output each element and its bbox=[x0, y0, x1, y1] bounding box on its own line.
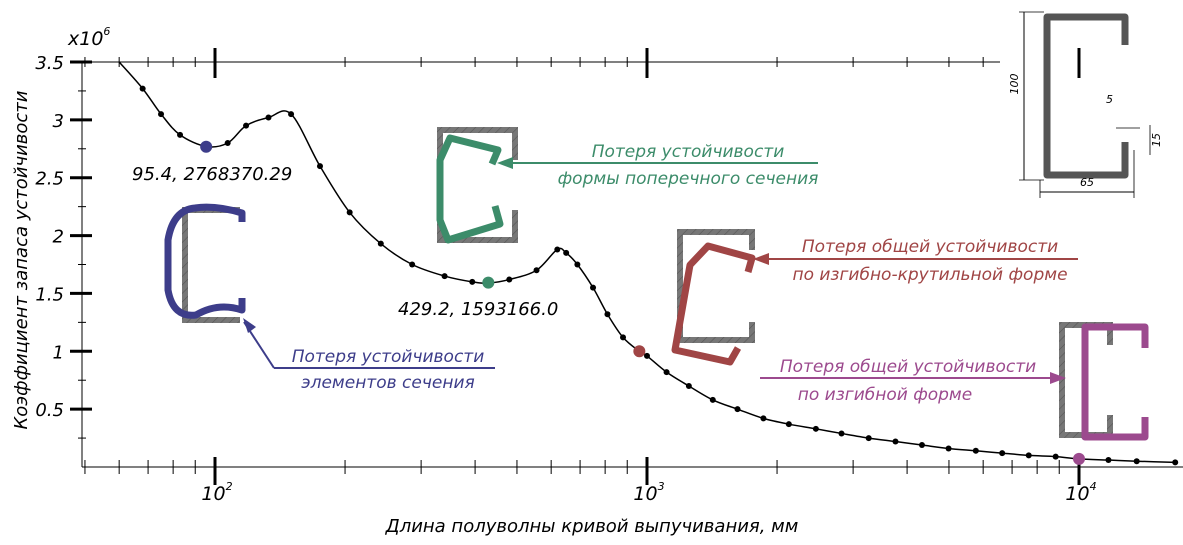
x-tick-label-base: 10 bbox=[1065, 483, 1089, 505]
data-point bbox=[346, 209, 353, 216]
x-tick-label-base: 10 bbox=[201, 483, 225, 505]
local-buckling-section-icon bbox=[164, 203, 246, 323]
annotation-distortional: Потеря устойчивости формы поперечного се… bbox=[497, 142, 818, 189]
y-multiplier-base: x10 bbox=[67, 28, 103, 50]
annotation-distortional-line2: формы поперечного сечения bbox=[558, 169, 819, 189]
data-point bbox=[265, 114, 272, 121]
y-tick-label: 2 bbox=[53, 227, 64, 248]
annotation-distortional-line1: Потеря устойчивости bbox=[592, 142, 785, 162]
annotation-flexural-line1: Потеря общей устойчивости bbox=[780, 357, 1036, 377]
annotation-flexural-line2: по изгибной форме bbox=[798, 385, 972, 405]
data-point bbox=[709, 396, 716, 403]
data-point bbox=[409, 261, 416, 268]
data-point bbox=[177, 131, 184, 138]
data-point bbox=[663, 369, 670, 376]
x-tick-label-base: 10 bbox=[633, 483, 657, 505]
annotation-local-line2: элементов сечения bbox=[301, 373, 474, 393]
data-point bbox=[441, 273, 448, 280]
data-point bbox=[533, 267, 540, 274]
data-point bbox=[224, 140, 231, 146]
y-tick-label: 3.5 bbox=[35, 53, 64, 74]
data-point bbox=[604, 311, 611, 318]
highlight-points bbox=[200, 140, 1085, 465]
y-multiplier-exp: 6 bbox=[103, 25, 110, 38]
highlight-point bbox=[200, 140, 213, 153]
data-point bbox=[865, 435, 872, 442]
data-point bbox=[554, 246, 561, 253]
annotation-ft-line1: Потеря общей устойчивости bbox=[802, 237, 1058, 257]
data-point bbox=[377, 240, 384, 247]
dim-lip: 5 bbox=[1106, 93, 1113, 106]
x-tick-group: 102 103 104 bbox=[84, 48, 1097, 505]
data-point bbox=[892, 438, 899, 445]
data-point bbox=[563, 249, 570, 256]
data-point bbox=[590, 284, 597, 291]
data-point bbox=[1052, 453, 1059, 460]
data-point bbox=[785, 421, 792, 428]
highlight-point bbox=[482, 276, 495, 289]
point-label-2: 429.2, 1593166.0 bbox=[398, 299, 558, 320]
data-point bbox=[812, 425, 819, 432]
flexural-torsional-section-icon bbox=[671, 229, 756, 366]
data-point bbox=[760, 415, 767, 422]
annotation-flexural-torsional: Потеря общей устойчивости по изгибно-кру… bbox=[753, 237, 1078, 285]
data-point bbox=[1025, 452, 1032, 459]
annotation-local-line1: Потеря устойчивости bbox=[292, 347, 485, 367]
annotation-flexural: Потеря общей устойчивости по изгибной фо… bbox=[760, 357, 1066, 405]
data-point bbox=[1105, 457, 1112, 464]
data-point bbox=[999, 450, 1006, 457]
data-point bbox=[1172, 459, 1179, 466]
data-point bbox=[243, 122, 250, 129]
x-tick-label: 103 bbox=[633, 480, 664, 505]
annotation-local: Потеря устойчивости элементов сечения bbox=[243, 318, 495, 393]
x-tick-label: 104 bbox=[1065, 480, 1096, 505]
flexural-section-icon bbox=[1059, 322, 1149, 441]
section-dimension-drawing: 100 5 15 65 bbox=[1008, 11, 1163, 198]
data-point bbox=[644, 352, 650, 359]
y-multiplier-label: x106 bbox=[67, 25, 110, 50]
x-tick-label-exp: 4 bbox=[1090, 480, 1097, 493]
y-tick-label: 1.5 bbox=[35, 284, 64, 305]
data-point bbox=[945, 445, 952, 452]
y-tick-group: 0.5 1 1.5 2 2.5 3 3.5 bbox=[35, 53, 92, 439]
dim-lip-height: 15 bbox=[1150, 133, 1163, 147]
x-tick-label-exp: 3 bbox=[658, 480, 665, 493]
data-point bbox=[506, 276, 513, 283]
data-point bbox=[288, 111, 295, 118]
x-tick-label: 102 bbox=[201, 480, 232, 505]
distortional-section-icon bbox=[436, 127, 518, 244]
data-point bbox=[972, 447, 979, 454]
data-point bbox=[158, 111, 165, 118]
data-point bbox=[139, 85, 146, 92]
dim-height: 100 bbox=[1008, 74, 1021, 95]
point-label-1: 95.4, 2768370.29 bbox=[132, 164, 292, 185]
y-tick-label: 1 bbox=[53, 342, 64, 363]
data-point bbox=[685, 383, 692, 389]
y-tick-label: 2.5 bbox=[35, 169, 64, 190]
x-axis-label: Длина полуволны кривой выпучивания, мм bbox=[385, 516, 799, 537]
y-axis-label: Коэффициент запаса устойчивости bbox=[11, 90, 32, 429]
highlight-point bbox=[633, 345, 646, 358]
data-point bbox=[734, 406, 741, 413]
x-tick-label-exp: 2 bbox=[226, 480, 233, 493]
data-point bbox=[1133, 458, 1140, 465]
data-point bbox=[469, 278, 476, 285]
data-point bbox=[838, 430, 845, 437]
data-point bbox=[316, 163, 323, 170]
data-point bbox=[918, 442, 925, 449]
dim-width: 65 bbox=[1080, 176, 1094, 189]
y-tick-label: 0.5 bbox=[35, 400, 64, 421]
highlight-point bbox=[1073, 452, 1085, 465]
y-tick-label: 3 bbox=[53, 111, 64, 132]
annotation-ft-line2: по изгибно-крутильной форме bbox=[792, 265, 1067, 285]
data-point bbox=[574, 261, 581, 268]
data-point bbox=[620, 334, 627, 341]
series-curve bbox=[118, 61, 1176, 464]
